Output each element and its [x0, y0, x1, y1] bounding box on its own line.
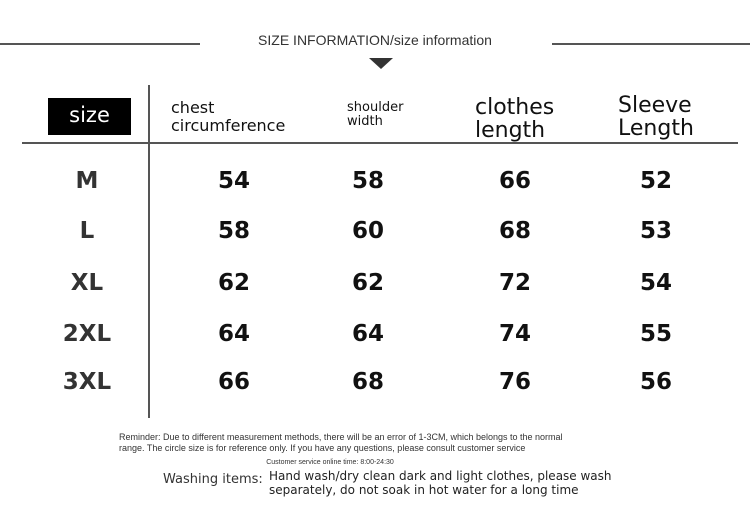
header-line: width	[347, 114, 383, 130]
cell-length: 68	[498, 218, 531, 244]
cell-length: 72	[498, 270, 531, 296]
header-line: clothes	[475, 95, 555, 120]
cell-size: XL	[70, 270, 104, 296]
washing-label: Washing items:	[163, 472, 263, 487]
cell-shoulder: 68	[351, 369, 384, 395]
cell-length: 74	[498, 321, 531, 347]
header-line: circumference	[171, 115, 286, 135]
reminder-line: range. The circle size is for reference …	[119, 443, 526, 453]
cell-length: 76	[498, 369, 531, 395]
cell-sleeve: 55	[639, 321, 672, 347]
triangle-down-icon	[369, 58, 393, 69]
cell-shoulder: 58	[351, 168, 384, 194]
page-title: SIZE INFORMATION/size information	[258, 32, 492, 48]
cell-size: M	[75, 168, 99, 194]
cell-chest: 66	[217, 369, 250, 395]
header-size: size	[48, 98, 131, 135]
cell-sleeve: 56	[639, 369, 672, 395]
cell-sleeve: 52	[639, 168, 672, 194]
reminder: Reminder: Due to different measurement m…	[119, 432, 563, 454]
cell-chest: 58	[217, 218, 250, 244]
header-chest: chest circumference	[171, 99, 285, 134]
header-shoulder: shoulder width	[347, 100, 404, 130]
cell-shoulder: 60	[351, 218, 384, 244]
cell-chest: 64	[217, 321, 250, 347]
cell-chest: 54	[217, 168, 250, 194]
header-divider	[22, 142, 738, 144]
washing-line: Hand wash/dry clean dark and light cloth…	[269, 469, 612, 483]
divider	[0, 43, 200, 45]
cell-shoulder: 64	[351, 321, 384, 347]
washing-line: separately, do not soak in hot water for…	[269, 483, 579, 497]
cell-size: L	[79, 218, 95, 244]
cell-size: 3XL	[62, 369, 112, 395]
header-line: shoulder	[347, 100, 404, 115]
cell-shoulder: 62	[351, 270, 384, 296]
cell-chest: 62	[217, 270, 250, 296]
divider	[552, 43, 750, 45]
washing-text: Hand wash/dry clean dark and light cloth…	[269, 469, 612, 497]
header-line: length	[475, 118, 546, 144]
cell-size: 2XL	[62, 321, 112, 347]
header-line: Length	[618, 116, 694, 142]
reminder-line: Reminder: Due to different measurement m…	[119, 432, 563, 442]
header-line: Sleeve	[618, 93, 692, 118]
header-length: clothes length	[475, 96, 554, 142]
cell-sleeve: 54	[639, 270, 672, 296]
header-line: chest	[171, 98, 215, 117]
header-sleeve: Sleeve Length	[618, 94, 694, 140]
cell-length: 66	[498, 168, 531, 194]
cell-sleeve: 53	[639, 218, 672, 244]
service-time: Customer service online time: 8:00-24:30	[266, 459, 394, 466]
column-divider	[148, 85, 150, 418]
